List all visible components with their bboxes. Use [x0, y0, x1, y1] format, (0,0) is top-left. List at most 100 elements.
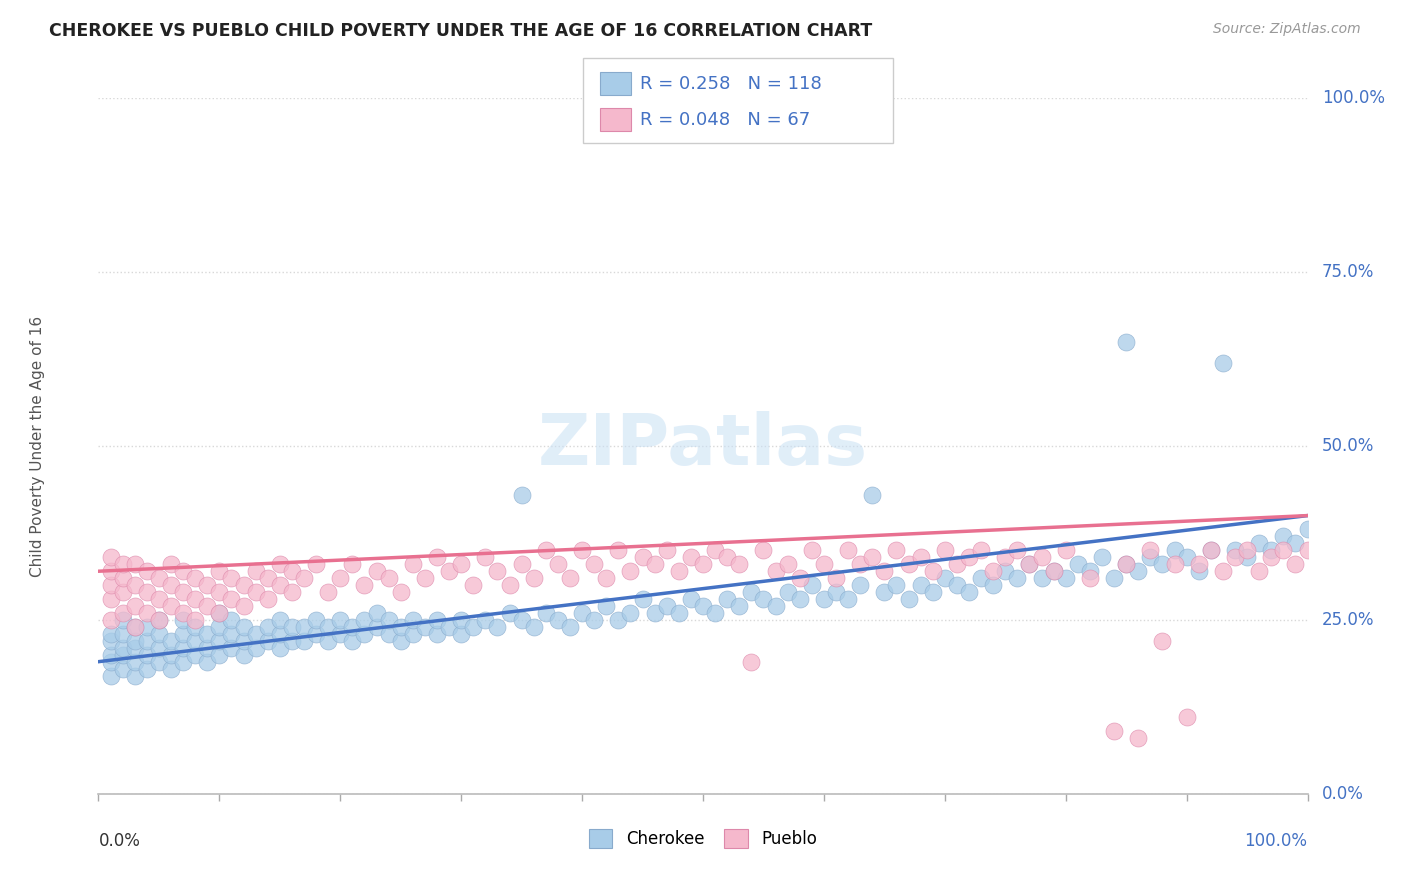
Point: [195, 640, 218, 655]
Point: [353, 578, 375, 592]
Point: [1152, 558, 1174, 572]
Point: [100, 550, 122, 565]
Point: [353, 613, 375, 627]
Point: [655, 599, 678, 613]
Point: [1115, 334, 1137, 349]
Point: [402, 613, 425, 627]
Point: [100, 648, 122, 662]
Point: [100, 633, 122, 648]
Point: [366, 620, 388, 634]
Point: [256, 633, 278, 648]
Point: [704, 543, 727, 558]
Point: [402, 558, 425, 572]
Point: [269, 558, 291, 572]
Point: [232, 578, 254, 592]
Point: [1284, 558, 1306, 572]
Point: [1272, 529, 1295, 543]
Point: [184, 613, 207, 627]
Point: [1260, 550, 1282, 565]
Point: [184, 620, 207, 634]
Point: [571, 543, 593, 558]
Point: [269, 640, 291, 655]
Point: [1223, 550, 1246, 565]
Point: [111, 662, 134, 676]
Text: 100.0%: 100.0%: [1244, 832, 1308, 850]
Point: [910, 578, 932, 592]
Point: [111, 627, 134, 641]
Point: [100, 613, 122, 627]
Point: [245, 627, 267, 641]
Point: [124, 558, 146, 572]
Point: [595, 571, 617, 585]
Point: [728, 558, 751, 572]
Point: [232, 620, 254, 634]
Point: [886, 543, 908, 558]
Point: [910, 550, 932, 565]
Point: [1272, 543, 1295, 558]
Point: [571, 606, 593, 620]
Point: [124, 620, 146, 634]
Point: [148, 571, 170, 585]
Point: [124, 578, 146, 592]
Point: [740, 655, 762, 669]
Point: [498, 578, 520, 592]
Point: [124, 620, 146, 634]
Point: [124, 640, 146, 655]
Point: [450, 558, 472, 572]
Point: [148, 613, 170, 627]
Point: [437, 620, 460, 634]
Point: [111, 613, 134, 627]
Point: [184, 648, 207, 662]
Point: [486, 620, 509, 634]
Point: [1163, 543, 1185, 558]
Point: [860, 488, 883, 502]
Point: [195, 627, 218, 641]
Point: [776, 585, 799, 599]
Point: [583, 558, 606, 572]
Point: [208, 564, 231, 578]
Point: [305, 627, 328, 641]
Point: [281, 633, 304, 648]
Point: [463, 578, 485, 592]
Point: [558, 571, 581, 585]
Point: [450, 613, 472, 627]
Point: [160, 662, 183, 676]
Point: [292, 620, 315, 634]
Point: [728, 599, 751, 613]
Point: [402, 627, 425, 641]
Point: [100, 592, 122, 607]
Point: [619, 606, 641, 620]
Point: [765, 564, 787, 578]
Point: [245, 564, 267, 578]
Point: [111, 648, 134, 662]
Point: [172, 640, 194, 655]
Point: [195, 655, 218, 669]
Point: [1031, 571, 1053, 585]
Point: [342, 633, 364, 648]
Point: [281, 620, 304, 634]
Point: [135, 585, 157, 599]
Point: [245, 640, 267, 655]
Point: [668, 606, 690, 620]
Point: [510, 488, 533, 502]
Point: [463, 620, 485, 634]
Point: [184, 571, 207, 585]
Point: [716, 592, 738, 607]
Point: [644, 606, 666, 620]
Point: [389, 633, 412, 648]
Point: [692, 558, 714, 572]
Point: [510, 613, 533, 627]
Point: [172, 613, 194, 627]
Point: [366, 606, 388, 620]
Point: [111, 571, 134, 585]
Point: [329, 627, 352, 641]
Point: [172, 585, 194, 599]
Point: [994, 550, 1017, 565]
Point: [208, 633, 231, 648]
Point: [981, 578, 1004, 592]
Point: [921, 585, 943, 599]
Point: [1018, 558, 1040, 572]
Point: [111, 558, 134, 572]
Point: [111, 640, 134, 655]
Point: [1102, 724, 1125, 739]
